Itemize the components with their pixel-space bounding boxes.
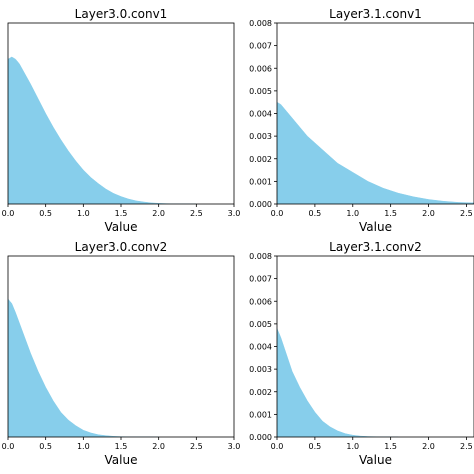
chart-title: Layer3.1.conv2 bbox=[329, 240, 422, 254]
y-tick-label: 0.001 bbox=[249, 177, 272, 186]
y-tick-label: 0.003 bbox=[249, 132, 272, 141]
y-tick-label: 0.004 bbox=[249, 343, 272, 352]
x-tick-label: 0.5 bbox=[309, 209, 322, 218]
x-tick-label: 1.0 bbox=[346, 209, 359, 218]
y-tick-label: 0.000 bbox=[249, 200, 272, 209]
panel-layer3-1-conv1: Layer3.1.conv1 Value 0.0 0.5 1.0 1.5 2.0 2.5 0… bbox=[249, 7, 474, 234]
x-tick-label: 0.5 bbox=[39, 442, 52, 451]
chart-title: Layer3.0.conv1 bbox=[75, 7, 168, 21]
y-tick-label: 0.002 bbox=[249, 155, 272, 164]
x-axis-label: Value bbox=[105, 453, 138, 467]
x-tick-label: 0.5 bbox=[39, 209, 52, 218]
y-tick-label: 0.003 bbox=[249, 365, 272, 374]
y-tick-label: 0.008 bbox=[249, 19, 272, 28]
x-tick-label: 3.0 bbox=[228, 209, 241, 218]
y-tick-label: 0.006 bbox=[249, 64, 272, 73]
histogram-area bbox=[277, 328, 399, 437]
x-tick-label: 0.0 bbox=[271, 209, 284, 218]
x-tick-label: 1.0 bbox=[346, 442, 359, 451]
panel-layer3-0-conv1: Layer3.0.conv1 Value 0.0 0.5 1.0 1.5 2.0 2.5 3… bbox=[2, 7, 241, 234]
chart-title: Layer3.0.conv2 bbox=[75, 240, 168, 254]
x-tick-label: 1.0 bbox=[77, 442, 90, 451]
x-tick-label: 2.5 bbox=[190, 442, 203, 451]
y-tick-label: 0.005 bbox=[249, 320, 272, 329]
y-tick-label: 0.004 bbox=[249, 110, 272, 119]
histogram-area bbox=[8, 298, 159, 437]
y-tick-label: 0.008 bbox=[249, 252, 272, 261]
x-tick-label: 2.5 bbox=[190, 209, 203, 218]
x-tick-label: 2.0 bbox=[152, 442, 165, 451]
x-axis-label: Value bbox=[105, 220, 138, 234]
panel-layer3-1-conv2: Layer3.1.conv2 Value 0.0 0.5 1.0 1.5 2.0 2.5 0… bbox=[249, 240, 474, 467]
chart-title: Layer3.1.conv1 bbox=[329, 7, 422, 21]
histogram-area bbox=[8, 56, 197, 204]
x-tick-label: 0.5 bbox=[309, 442, 322, 451]
x-axis-label: Value bbox=[359, 220, 392, 234]
x-tick-label: 1.5 bbox=[115, 209, 128, 218]
x-tick-label: 0.0 bbox=[2, 442, 15, 451]
x-tick-label: 3.0 bbox=[228, 442, 241, 451]
x-tick-label: 0.0 bbox=[271, 442, 284, 451]
y-tick-label: 0.007 bbox=[249, 42, 272, 51]
x-tick-label: 1.5 bbox=[115, 442, 128, 451]
x-tick-label: 2.0 bbox=[422, 209, 435, 218]
y-tick-label: 0.005 bbox=[249, 87, 272, 96]
panel-layer3-0-conv2: Layer3.0.conv2 Value 0.0 0.5 1.0 1.5 2.0 2.5 3… bbox=[2, 240, 241, 467]
histogram-area bbox=[277, 101, 474, 204]
x-tick-label: 0.0 bbox=[2, 209, 15, 218]
x-tick-label: 2.0 bbox=[152, 209, 165, 218]
x-tick-label: 1.5 bbox=[384, 209, 397, 218]
x-tick-label: 1.0 bbox=[77, 209, 90, 218]
x-tick-label: 2.5 bbox=[460, 209, 473, 218]
y-tick-label: 0.002 bbox=[249, 388, 272, 397]
x-tick-label: 2.5 bbox=[460, 442, 473, 451]
y-tick-label: 0.006 bbox=[249, 297, 272, 306]
y-tick-label: 0.007 bbox=[249, 275, 272, 284]
x-tick-label: 2.0 bbox=[422, 442, 435, 451]
y-tick-label: 0.001 bbox=[249, 410, 272, 419]
x-axis-label: Value bbox=[359, 453, 392, 467]
x-tick-label: 1.5 bbox=[384, 442, 397, 451]
y-tick-label: 0.000 bbox=[249, 433, 272, 442]
